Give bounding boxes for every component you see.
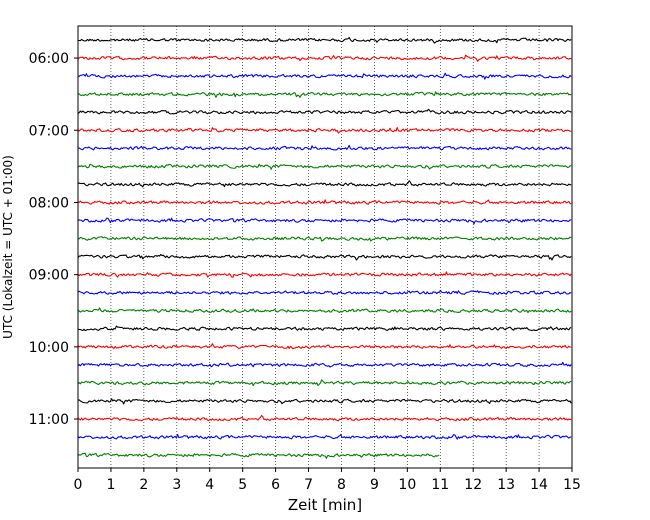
plot-frame xyxy=(77,25,573,469)
x-tick-label: 12 xyxy=(464,477,482,493)
x-tick-label: 5 xyxy=(238,477,247,493)
seismic-trace xyxy=(77,271,572,278)
seismic-trace xyxy=(77,307,572,314)
seismic-trace xyxy=(77,236,572,242)
x-tick-label: 6 xyxy=(271,477,280,493)
x-tick-label: 15 xyxy=(563,477,581,493)
seismic-trace xyxy=(77,361,572,368)
y-tick-label: 06:00 xyxy=(29,51,69,67)
y-tick-label: 11:00 xyxy=(29,412,69,428)
seismic-trace xyxy=(77,398,572,405)
seismic-trace xyxy=(77,180,572,188)
seismic-trace xyxy=(77,108,572,115)
x-tick-label: 3 xyxy=(172,477,181,493)
seismic-trace xyxy=(77,452,440,459)
seismic-trace xyxy=(77,343,572,350)
seismic-trace xyxy=(77,144,572,151)
seismic-trace xyxy=(77,289,572,295)
seismic-trace xyxy=(77,36,572,44)
x-tick-label: 13 xyxy=(497,477,515,493)
x-tick-label: 11 xyxy=(431,477,449,493)
y-tick-label: 08:00 xyxy=(29,195,69,211)
x-tick-label: 2 xyxy=(139,477,148,493)
seismic-trace xyxy=(77,379,572,387)
plot-background xyxy=(78,26,572,468)
seismic-traces xyxy=(77,36,572,459)
x-tick-label: 7 xyxy=(304,477,313,493)
y-tick-label: 07:00 xyxy=(29,123,69,139)
x-tick-label: 14 xyxy=(530,477,548,493)
x-tick-label: 0 xyxy=(74,477,83,493)
x-axis-ticks: 0 1 2 3 4 5 6 7 8 9 10 11 12 13 14 15 xyxy=(74,468,581,493)
seismic-trace xyxy=(77,199,572,205)
x-tick-label: 1 xyxy=(106,477,115,493)
y-tick-label: 10:00 xyxy=(29,340,69,356)
x-tick-label: 10 xyxy=(398,477,416,493)
seismic-trace xyxy=(77,127,572,134)
x-tick-label: 9 xyxy=(370,477,379,493)
y-axis-ticks: 06:00 07:00 08:00 09:00 10:00 11:00 xyxy=(29,51,78,428)
seismic-trace xyxy=(77,253,572,261)
seismic-trace xyxy=(77,325,572,332)
seismic-trace xyxy=(77,433,572,440)
seismic-trace xyxy=(77,217,572,225)
seismic-trace xyxy=(77,72,572,80)
seismic-trace xyxy=(77,54,572,62)
y-axis-label: UTC (Lokalzeit = UTC + 01:00) xyxy=(1,155,15,339)
y-tick-label: 09:00 xyxy=(29,268,69,284)
seismic-trace xyxy=(77,414,572,422)
x-axis-label: Zeit [min] xyxy=(288,496,362,514)
x-tick-label: 8 xyxy=(337,477,346,493)
seismic-trace xyxy=(77,91,572,98)
seismic-trace xyxy=(77,163,572,170)
x-tick-label: 4 xyxy=(205,477,214,493)
